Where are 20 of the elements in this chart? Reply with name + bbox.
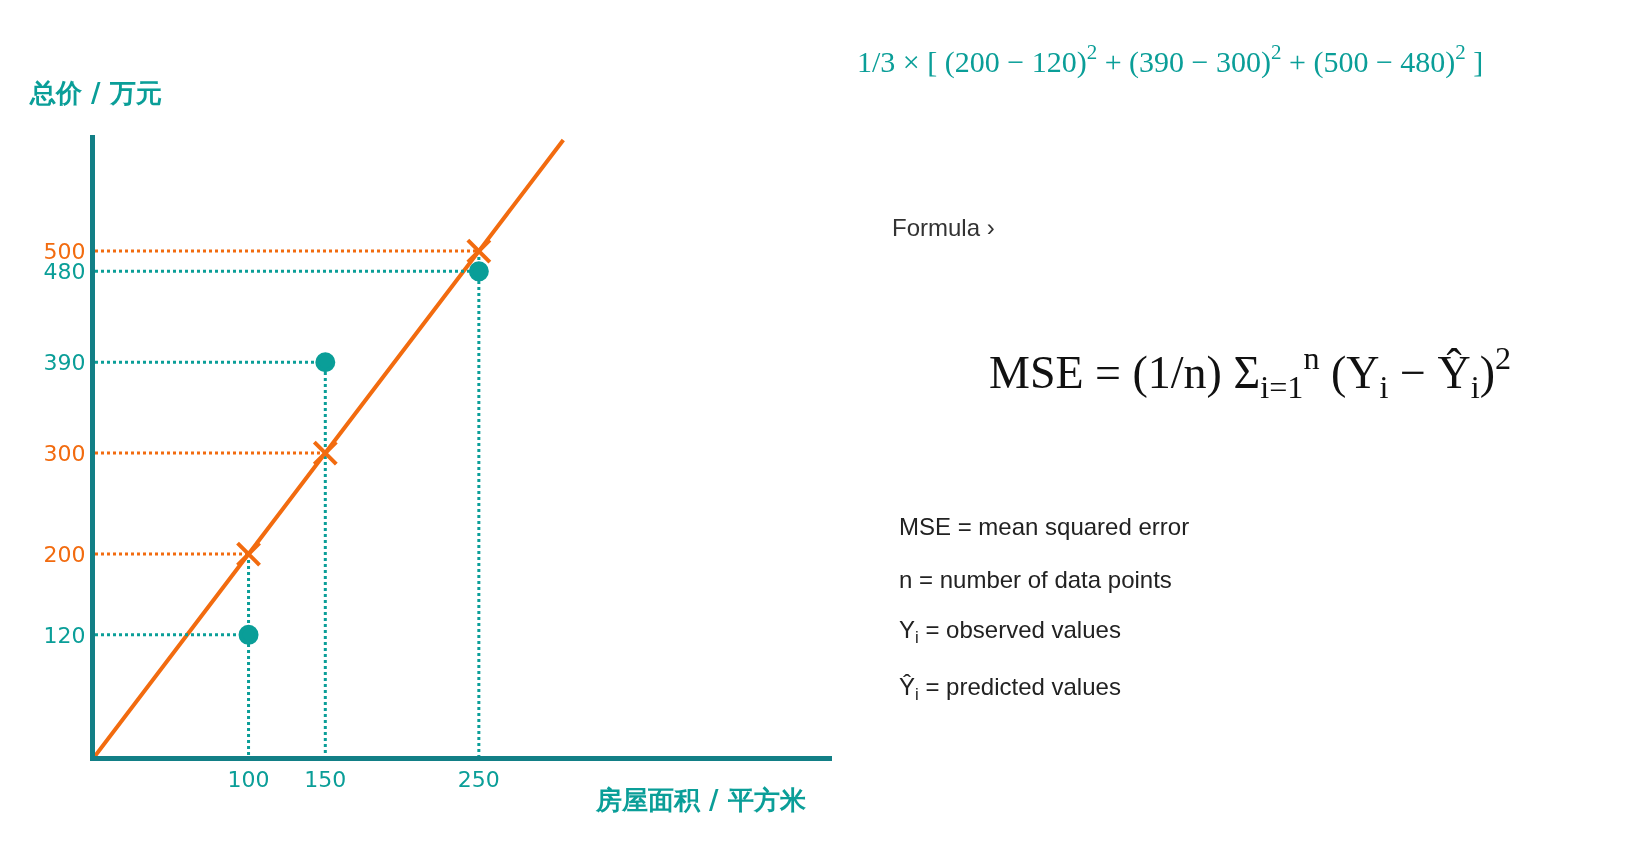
y-tick-label: 120 — [43, 622, 86, 648]
x-axis-title: 房屋面积 / 平方米 — [595, 785, 806, 815]
text: Ŷ$_{i}$ = predicted values — [899, 673, 1121, 705]
line-series — [95, 138, 566, 756]
y-tick-label: 300 — [43, 440, 86, 466]
x-tick-label: 150 — [304, 767, 347, 793]
y-axis-title: 总价 / 万元 — [29, 78, 162, 108]
point — [468, 261, 489, 282]
text: 1/3 × [ (200 − 120)$^{2}$ + (390 − 300)$^{2}$ + (500 − 480)$^{2}$ ] — [857, 40, 1484, 79]
point — [315, 352, 336, 373]
y-tick-label: 390 — [43, 349, 86, 375]
text: n = number of data points — [899, 566, 1172, 593]
text: Formula › — [892, 214, 995, 241]
x-tick-label: 250 — [457, 767, 500, 793]
text: MSE = (1/n) Σ$_{i=1}$$^{n}$ (Y$_{i}$ − Ŷ$_{i}$)$^{2}$ — [989, 340, 1512, 405]
point — [238, 624, 259, 645]
text: MSE = mean squared error — [899, 513, 1190, 540]
y-tick-label: 200 — [43, 541, 86, 567]
text: Y$_{i}$ = observed values — [899, 616, 1121, 648]
x-tick-label: 100 — [227, 767, 270, 793]
